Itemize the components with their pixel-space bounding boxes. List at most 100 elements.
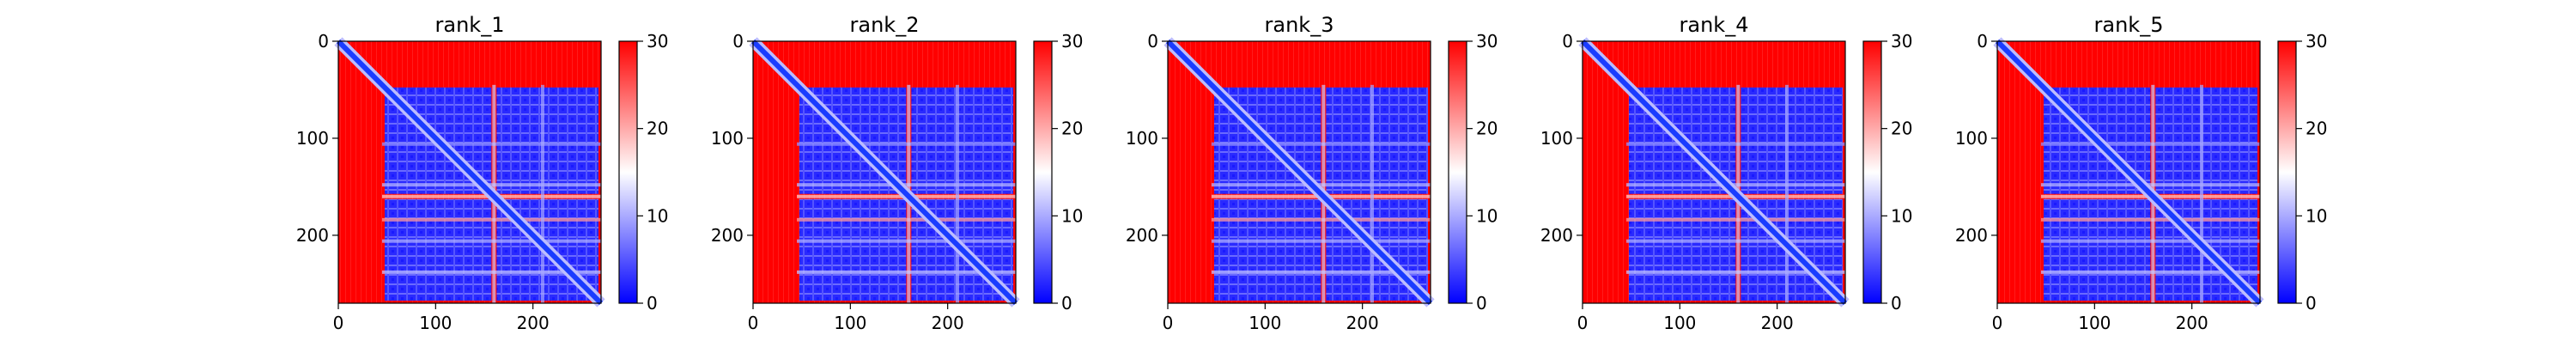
row-stripe [382, 183, 601, 187]
col-stripe [2200, 84, 2203, 303]
colorbar-tick-label: 0 [1476, 293, 1487, 314]
colorbar-tick-label: 30 [2306, 31, 2327, 52]
diagonal-line [1580, 39, 1848, 306]
domain-block-1-0 [911, 87, 1013, 194]
row-stripe [1626, 217, 1845, 222]
colorbar-tick-label: 10 [1891, 205, 1912, 226]
heatmap-panel-4: rank_4 0 100 200 0 100 200 0 10 20 30 [1540, 13, 1913, 333]
colorbar [619, 41, 637, 303]
colorbar-tick-label: 20 [647, 119, 668, 139]
row-stripe [382, 142, 601, 146]
row-stripe [797, 142, 1016, 146]
x-tick-label: 200 [2176, 313, 2208, 333]
colorbar-tick-label: 10 [2306, 205, 2327, 226]
row-stripe [382, 270, 601, 274]
x-tick-label: 200 [1761, 313, 1794, 333]
colorbar [2278, 41, 2296, 303]
col-stripe [1785, 84, 1789, 303]
row-stripe [1626, 142, 1845, 146]
colorbar-tick-label: 30 [1476, 31, 1498, 52]
x-tick-label: 200 [932, 313, 964, 333]
domain-block-0-1 [799, 198, 907, 301]
colorbar-tick-label: 20 [1891, 119, 1912, 139]
colorbar-tick-label: 30 [647, 31, 668, 52]
row-stripe [1212, 183, 1431, 187]
row-stripe [797, 239, 1016, 243]
x-tick-label: 0 [1577, 313, 1589, 333]
heatmap-panel-1: rank_1 0 100 200 0 100 200 0 10 20 30 [296, 13, 669, 333]
row-stripe [1212, 270, 1431, 274]
x-tick-label: 0 [748, 313, 759, 333]
row-stripe [1626, 183, 1845, 187]
colorbar-tick-label: 10 [647, 205, 668, 226]
domain-block-1-0 [1741, 87, 1843, 194]
row-stripe [797, 183, 1016, 187]
heatmap-title: rank_3 [1265, 13, 1334, 37]
colorbar [1863, 41, 1881, 303]
y-tick-label: 200 [1126, 225, 1158, 246]
domain-block-1-0 [1326, 87, 1428, 194]
colorbar-tick-label: 10 [1476, 205, 1498, 226]
x-tick-label: 100 [2078, 313, 2111, 333]
colorbar-tick-label: 0 [1891, 293, 1902, 314]
colorbar-tick-label: 0 [2306, 293, 2317, 314]
x-tick-label: 100 [419, 313, 452, 333]
heatmap-title: rank_2 [850, 13, 920, 37]
y-tick-label: 0 [1147, 31, 1158, 52]
heatmap-panel-3: rank_3 0 100 200 0 100 200 0 10 20 30 [1126, 13, 1498, 333]
y-tick-label: 100 [1126, 128, 1158, 149]
col-stripe [1370, 84, 1374, 303]
row-stripe [2041, 239, 2260, 243]
row-stripe [382, 217, 601, 222]
heatmap-panel-2: rank_2 0 100 200 0 100 200 0 10 20 30 [711, 13, 1084, 333]
colorbar-tick-label: 30 [1061, 31, 1083, 52]
heatmap-title: rank_5 [2094, 13, 2164, 37]
y-tick-label: 100 [296, 128, 329, 149]
diagonal-line [1165, 39, 1433, 306]
domain-block-0-1 [1629, 198, 1736, 301]
y-tick-label: 200 [1540, 225, 1573, 246]
colorbar-tick-label: 0 [647, 293, 658, 314]
y-tick-label: 100 [711, 128, 744, 149]
diagonal-line [336, 39, 604, 306]
y-tick-label: 200 [1955, 225, 1988, 246]
colorbar-tick-label: 20 [1061, 119, 1083, 139]
row-stripe [797, 270, 1016, 274]
y-tick-label: 0 [318, 31, 329, 52]
heatmap-frame [1996, 40, 2261, 304]
y-tick-label: 200 [296, 225, 329, 246]
row-stripe [1626, 239, 1845, 243]
colorbar-tick-label: 30 [1891, 31, 1912, 52]
diagonal-line [750, 39, 1018, 306]
x-tick-label: 0 [1992, 313, 2003, 333]
heatmap-title: rank_4 [1680, 13, 1749, 37]
domain-block-1-0 [2155, 87, 2257, 194]
x-tick-label: 100 [834, 313, 866, 333]
y-tick-label: 0 [1977, 31, 1988, 52]
domain-block-0-1 [2044, 198, 2151, 301]
colorbar-frame [618, 40, 638, 304]
row-stripe [1212, 239, 1431, 243]
y-tick-label: 100 [1540, 128, 1573, 149]
row-stripe [1212, 142, 1431, 146]
col-stripe [541, 84, 544, 303]
heatmap-frame [337, 40, 602, 304]
y-tick-label: 200 [711, 225, 744, 246]
heatmap-frame [1167, 40, 1431, 304]
row-stripe [2041, 217, 2260, 222]
row-stripe [2041, 142, 2260, 146]
domain-block-1-0 [496, 87, 598, 194]
colorbar-frame [1448, 40, 1467, 304]
heatmap-panel-5: rank_5 0 100 200 0 100 200 0 10 20 30 [1955, 13, 2328, 333]
x-tick-label: 200 [517, 313, 550, 333]
x-tick-label: 100 [1663, 313, 1696, 333]
row-stripe [382, 239, 601, 243]
colorbar-tick-label: 20 [2306, 119, 2327, 139]
heatmap-title: rank_1 [435, 13, 505, 37]
colorbar-tick-label: 10 [1061, 205, 1083, 226]
colorbar [1034, 41, 1052, 303]
heatmap-frame [752, 40, 1017, 304]
